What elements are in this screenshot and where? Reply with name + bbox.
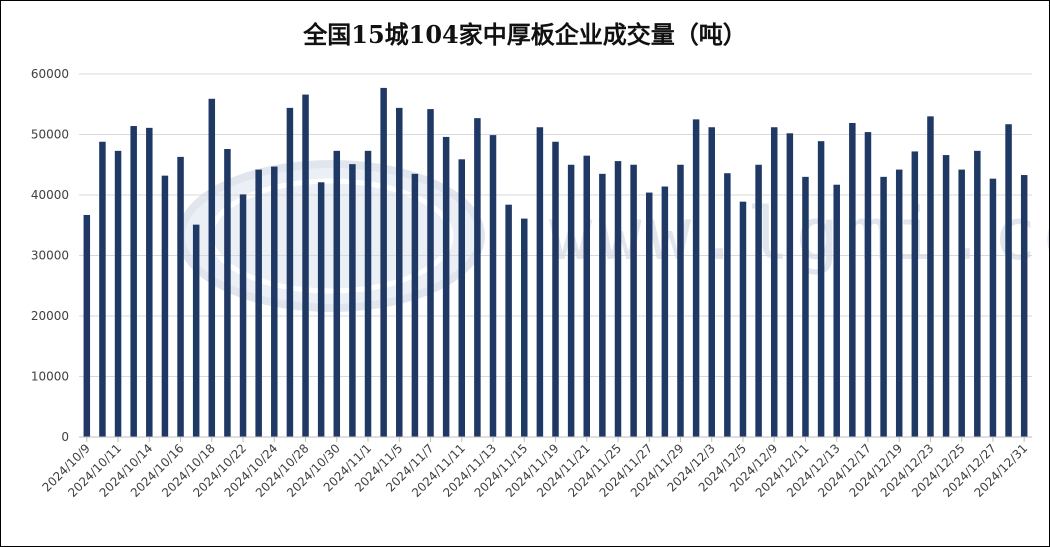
bar xyxy=(83,214,91,437)
bar xyxy=(927,116,934,437)
bar xyxy=(849,123,856,437)
y-tick-label: 50000 xyxy=(31,128,69,142)
bar xyxy=(567,164,575,437)
bar xyxy=(161,175,169,437)
bar xyxy=(380,87,387,437)
bar xyxy=(895,169,903,437)
bar xyxy=(317,182,325,437)
bar xyxy=(677,164,684,437)
bar xyxy=(864,132,872,437)
bar xyxy=(505,204,512,437)
bar xyxy=(489,135,497,438)
bar xyxy=(739,201,747,437)
y-tick-label: 30000 xyxy=(31,249,69,263)
bar xyxy=(942,155,950,437)
bar xyxy=(552,141,559,437)
y-tick-label: 10000 xyxy=(31,370,69,384)
bar xyxy=(911,151,919,437)
bar xyxy=(349,164,356,437)
y-tick-label: 60000 xyxy=(31,67,69,81)
bar xyxy=(583,155,590,438)
bar xyxy=(286,107,294,437)
y-tick-label: 0 xyxy=(61,430,69,444)
bar xyxy=(130,126,137,437)
bar xyxy=(692,119,700,437)
bars xyxy=(83,87,1028,438)
svg-text:www.lgmi.com: www.lgmi.com xyxy=(549,192,1049,276)
y-tick-label: 20000 xyxy=(31,309,69,323)
bar xyxy=(802,176,809,437)
bar xyxy=(458,159,466,437)
bar xyxy=(255,169,262,437)
y-tick-label: 40000 xyxy=(31,188,69,202)
bar xyxy=(396,107,403,437)
bar xyxy=(302,94,309,437)
bar xyxy=(114,150,122,437)
bar xyxy=(661,186,669,437)
bar xyxy=(99,141,106,437)
bar xyxy=(474,118,481,437)
bar xyxy=(645,192,653,437)
bar xyxy=(442,136,450,438)
bar xyxy=(989,178,997,438)
bar xyxy=(271,166,278,437)
bar xyxy=(146,127,153,437)
bar xyxy=(224,149,231,437)
x-axis-tick-labels: 2024/10/92024/10/112024/10/142024/10/162… xyxy=(40,437,1030,500)
bar xyxy=(708,127,715,438)
bar xyxy=(974,150,981,437)
y-axis-tick-labels: 0 10000 20000 30000 40000 50000 60000 xyxy=(31,67,69,444)
bar xyxy=(770,127,778,438)
bar xyxy=(208,98,216,438)
bar xyxy=(536,127,544,438)
bar xyxy=(239,194,247,437)
bar xyxy=(630,164,637,437)
bar xyxy=(786,133,794,438)
bar xyxy=(599,173,606,437)
bar xyxy=(880,176,887,437)
bar xyxy=(1005,124,1012,437)
bar xyxy=(364,150,372,437)
chart-title: 全国15城104家中厚板企业成交量（吨） xyxy=(303,20,747,49)
bar xyxy=(177,156,184,437)
bar xyxy=(724,173,731,437)
bar xyxy=(411,173,419,437)
bar xyxy=(521,218,528,437)
bar xyxy=(755,164,762,437)
bar xyxy=(192,224,200,437)
bar xyxy=(817,141,825,437)
bar xyxy=(333,150,341,437)
bar xyxy=(1020,175,1028,437)
bar xyxy=(614,161,622,437)
bar xyxy=(833,184,840,437)
bar xyxy=(958,169,965,437)
bar xyxy=(427,109,434,437)
